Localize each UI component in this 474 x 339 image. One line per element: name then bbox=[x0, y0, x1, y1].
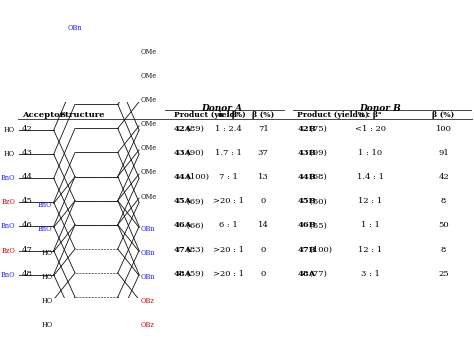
Text: α : βᵃ: α : βᵃ bbox=[218, 112, 240, 119]
Text: (77): (77) bbox=[307, 270, 327, 278]
Text: 44A: 44A bbox=[174, 173, 192, 181]
Text: OMe: OMe bbox=[140, 144, 156, 153]
Text: 47: 47 bbox=[22, 245, 33, 254]
Text: 44: 44 bbox=[22, 173, 33, 181]
Text: OBn: OBn bbox=[140, 225, 155, 233]
Text: 45: 45 bbox=[22, 197, 33, 205]
Text: β (%): β (%) bbox=[252, 112, 274, 119]
Text: (100): (100) bbox=[307, 245, 332, 254]
Text: 12 : 1: 12 : 1 bbox=[358, 197, 383, 205]
Text: (83): (83) bbox=[184, 245, 204, 254]
Text: BnO: BnO bbox=[0, 222, 15, 231]
Text: OMe: OMe bbox=[140, 48, 156, 56]
Text: 47A: 47A bbox=[174, 245, 192, 254]
Text: OBn: OBn bbox=[140, 273, 155, 281]
Text: BnO: BnO bbox=[0, 271, 15, 279]
Text: Acceptor: Acceptor bbox=[22, 112, 64, 119]
Text: (99): (99) bbox=[307, 149, 327, 157]
Text: 48A: 48A bbox=[174, 270, 192, 278]
Text: OMe: OMe bbox=[140, 193, 156, 201]
Text: 46A: 46A bbox=[174, 221, 192, 230]
Text: 12 : 1: 12 : 1 bbox=[358, 245, 383, 254]
Text: BzO: BzO bbox=[1, 198, 15, 206]
Text: BnO: BnO bbox=[38, 225, 53, 233]
Text: Donor B: Donor B bbox=[359, 104, 401, 113]
Text: 48A: 48A bbox=[297, 270, 316, 278]
Text: 1 : 1: 1 : 1 bbox=[361, 221, 380, 230]
Text: BnO: BnO bbox=[0, 174, 15, 182]
Text: Product (yield%): Product (yield%) bbox=[174, 112, 246, 119]
Text: 43A: 43A bbox=[174, 149, 192, 157]
Text: 13: 13 bbox=[258, 173, 268, 181]
Text: 42A: 42A bbox=[174, 125, 192, 133]
Text: 42: 42 bbox=[438, 173, 449, 181]
Text: BzO: BzO bbox=[1, 246, 15, 255]
Text: 46: 46 bbox=[22, 221, 33, 230]
Text: 8: 8 bbox=[441, 197, 447, 205]
Text: (89): (89) bbox=[184, 125, 204, 133]
Text: >20 : 1: >20 : 1 bbox=[213, 197, 245, 205]
Text: 71: 71 bbox=[258, 125, 268, 133]
Text: Structure: Structure bbox=[60, 112, 105, 119]
Text: (90): (90) bbox=[184, 149, 204, 157]
Text: 42B: 42B bbox=[297, 125, 316, 133]
Text: 0: 0 bbox=[261, 270, 266, 278]
Text: (68): (68) bbox=[307, 173, 327, 181]
Text: 37: 37 bbox=[258, 149, 268, 157]
Text: 42: 42 bbox=[22, 125, 33, 133]
Text: 46B: 46B bbox=[297, 221, 316, 230]
Text: 45B: 45B bbox=[297, 197, 316, 205]
Text: OMe: OMe bbox=[140, 96, 156, 104]
Text: OBz: OBz bbox=[140, 297, 154, 305]
Text: OBz: OBz bbox=[140, 321, 154, 329]
Text: 1 : 10: 1 : 10 bbox=[358, 149, 383, 157]
Text: (66): (66) bbox=[184, 221, 203, 230]
Text: 25: 25 bbox=[438, 270, 449, 278]
Text: 7 : 1: 7 : 1 bbox=[219, 173, 238, 181]
Text: OBn: OBn bbox=[68, 24, 82, 32]
Text: 44B: 44B bbox=[297, 173, 316, 181]
Text: 47B: 47B bbox=[297, 245, 316, 254]
Text: 91: 91 bbox=[438, 149, 449, 157]
Text: (69): (69) bbox=[184, 197, 204, 205]
Text: HO: HO bbox=[4, 126, 15, 134]
Text: OMe: OMe bbox=[140, 72, 156, 80]
Text: 45A: 45A bbox=[174, 197, 192, 205]
Text: 1.4 : 1: 1.4 : 1 bbox=[357, 173, 384, 181]
Text: (75): (75) bbox=[307, 125, 327, 133]
Text: BnO: BnO bbox=[38, 201, 53, 209]
Text: HO: HO bbox=[41, 321, 53, 329]
Text: HO: HO bbox=[4, 150, 15, 158]
Text: OBn: OBn bbox=[140, 249, 155, 257]
Text: (59): (59) bbox=[184, 270, 204, 278]
Text: α : βᵃ: α : βᵃ bbox=[359, 112, 382, 119]
Text: 43B: 43B bbox=[297, 149, 316, 157]
Text: >20 : 1: >20 : 1 bbox=[213, 245, 245, 254]
Text: HO: HO bbox=[41, 297, 53, 305]
Text: β (%): β (%) bbox=[432, 112, 455, 119]
Text: OMe: OMe bbox=[140, 168, 156, 177]
Text: >20 : 1: >20 : 1 bbox=[213, 270, 245, 278]
Text: 0: 0 bbox=[261, 245, 266, 254]
Text: HO: HO bbox=[41, 273, 53, 281]
Text: (100): (100) bbox=[184, 173, 209, 181]
Text: 0: 0 bbox=[261, 197, 266, 205]
Text: 43: 43 bbox=[22, 149, 33, 157]
Text: 1 : 2.4: 1 : 2.4 bbox=[216, 125, 242, 133]
Text: 1.7 : 1: 1.7 : 1 bbox=[216, 149, 242, 157]
Text: 8: 8 bbox=[441, 245, 447, 254]
Text: Donor A: Donor A bbox=[201, 104, 242, 113]
Text: 50: 50 bbox=[438, 221, 449, 230]
Text: (50): (50) bbox=[307, 197, 327, 205]
Text: 100: 100 bbox=[436, 125, 452, 133]
Text: 6 : 1: 6 : 1 bbox=[219, 221, 238, 230]
Text: 14: 14 bbox=[258, 221, 269, 230]
Text: (55): (55) bbox=[307, 221, 327, 230]
Text: HO: HO bbox=[41, 249, 53, 257]
Text: 3 : 1: 3 : 1 bbox=[361, 270, 380, 278]
Text: <1 : 20: <1 : 20 bbox=[355, 125, 386, 133]
Text: OMe: OMe bbox=[140, 120, 156, 128]
Text: Product (yield%): Product (yield%) bbox=[297, 112, 369, 119]
Text: 48: 48 bbox=[22, 270, 33, 278]
